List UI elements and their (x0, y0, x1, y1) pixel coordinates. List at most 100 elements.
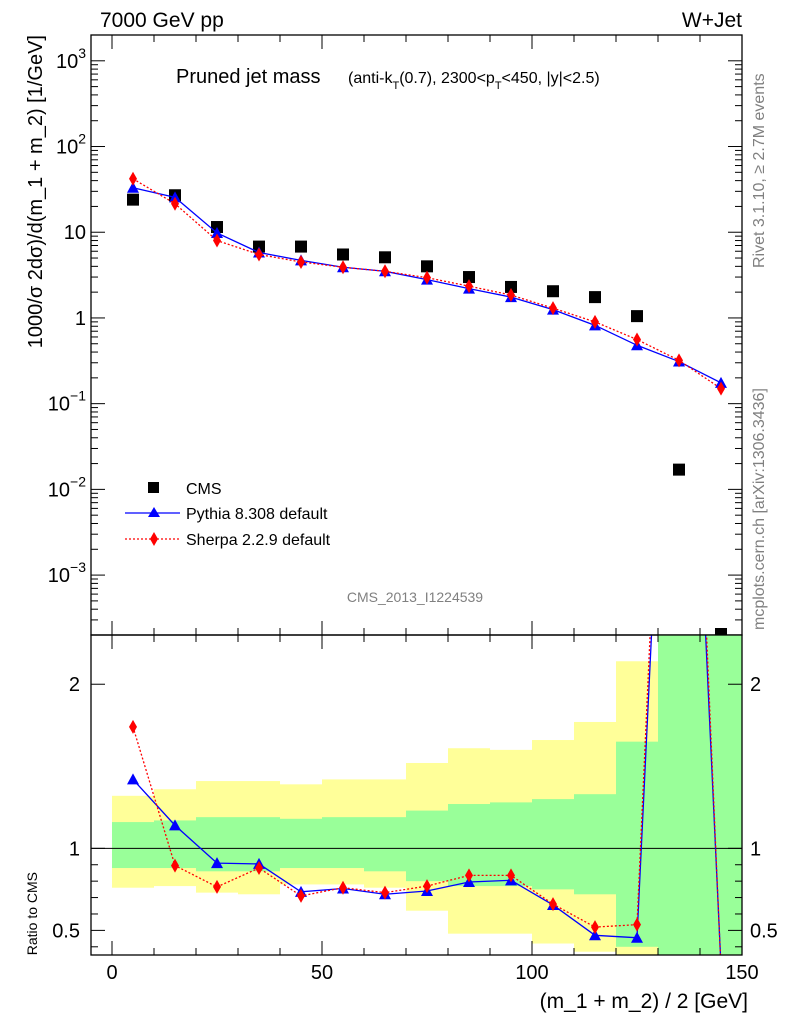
sherpa-point (297, 254, 305, 269)
main-y-tick-label: 102 (56, 131, 86, 159)
sherpa-ratio-point (465, 868, 473, 883)
sherpa-point (213, 233, 221, 248)
sherpa-point (255, 247, 263, 262)
x-tick-label: 100 (515, 962, 548, 984)
tick-exponent: 2 (78, 131, 86, 147)
ratio-band-inner (280, 818, 322, 869)
main-y-tick-label: 10−1 (48, 388, 86, 416)
ratio-y-tick-labels: 0.5 0.5 1 1 2 2 (52, 674, 778, 942)
ratio-band-inner (616, 741, 658, 947)
cuts-part2: (0.7), 2300<p (399, 70, 495, 87)
energy-label: 7000 GeV pp (100, 9, 224, 32)
ratio-y-tick-label-left: 1 (69, 838, 80, 860)
pythia-ratio-point (631, 931, 643, 943)
cuts-sub2: T (495, 80, 502, 92)
tick-exponent: −1 (70, 388, 86, 404)
ratio-y-tick-label-right: 0.5 (750, 920, 778, 942)
tick-base: 10 (56, 51, 78, 73)
ratio-band-inner (322, 817, 364, 869)
ratio-frame (90, 634, 743, 956)
analysis-id: CMS_2013_I1224539 (347, 589, 483, 605)
sherpa-ratio-point (507, 868, 515, 883)
cms-point (673, 463, 685, 476)
main-y-tick-label: 10−3 (48, 559, 86, 587)
sherpa-point (129, 171, 137, 186)
main-y-tick-label: 1 (75, 308, 86, 330)
main-y-tick-label: 103 (56, 45, 86, 73)
ratio-y-tick-label-right: 2 (750, 674, 761, 696)
sherpa-ratio-point (381, 885, 389, 900)
sherpa-ratio-point (423, 879, 431, 894)
ratio-y-tick-label-right: 1 (750, 838, 761, 860)
rivet-label: Rivet 3.1.10, ≥ 2.7M events (751, 73, 768, 268)
ratio-series (127, 635, 722, 955)
pythia-point (211, 226, 223, 238)
pythia-ratio-point (127, 773, 139, 785)
x-tick-label: 0 (106, 962, 117, 984)
cms-point (379, 251, 391, 264)
tick-exponent: −2 (70, 473, 86, 489)
sherpa-ratio-point (297, 888, 305, 903)
sherpa-point (381, 264, 389, 279)
sherpa-point (465, 279, 473, 294)
tick-base: 10 (48, 479, 70, 501)
legend-marker-cms (148, 482, 159, 493)
chart-title-cuts: (anti-kT(0.7), 2300<pT<450, |y|<2.5) (348, 70, 600, 92)
legend-label-pythia: Pythia 8.308 default (186, 506, 328, 523)
sherpa-ratio-point (339, 880, 347, 895)
cms-point (337, 248, 349, 261)
sherpa-point (717, 381, 725, 396)
pythia-line (132, 187, 722, 384)
main-y-axis-label: 1000/σ 2dσ)/d(m_1 + m_2) [1/GeV] (25, 35, 47, 348)
cms-point (295, 240, 307, 253)
sherpa-ratio-point (633, 917, 641, 932)
cms-point (505, 280, 517, 293)
cms-point (589, 291, 601, 304)
cms-point (421, 260, 433, 273)
ratio-y-axis-label: Ratio to CMS (24, 872, 40, 955)
sherpa-point (423, 270, 431, 285)
ratio-band-inner (364, 817, 406, 872)
x-tick-label: 50 (311, 962, 333, 984)
pythia-point (127, 181, 139, 193)
sherpa-point (549, 301, 557, 316)
tick-exponent: −3 (70, 559, 86, 575)
tick-base: 10 (48, 565, 70, 587)
x-tick-label: 150 (725, 962, 758, 984)
cms-point (631, 310, 643, 323)
tick-base: 10 (48, 394, 70, 416)
tick-exponent: 3 (78, 45, 86, 61)
x-axis-label: (m_1 + m_2) / 2 [GeV] (540, 990, 748, 1013)
legend-label-sherpa: Sherpa 2.2.9 default (186, 532, 331, 549)
main-y-tick-label: 10−2 (48, 473, 86, 501)
pythia-ratio-point (211, 857, 223, 869)
ratio-band-inner (406, 810, 448, 882)
sherpa-ratio-point (549, 897, 557, 912)
ratio-y-tick-label-left: 0.5 (52, 920, 80, 942)
pythia-ratio-point (589, 929, 601, 941)
pythia-ratio-point (169, 819, 181, 831)
cuts-part3: <450, |y|<2.5) (502, 70, 600, 87)
cuts-sub1: T (392, 80, 399, 92)
mcplots-label: mcplots.cern.ch [arXiv:1306.3436] (751, 388, 768, 630)
cms-point (127, 193, 139, 206)
main-series (127, 171, 727, 640)
sherpa-ratio-point (129, 719, 137, 734)
legend: CMS Pythia 8.308 default Sherpa 2.2.9 de… (125, 481, 331, 549)
sherpa-point (591, 314, 599, 329)
sherpa-point (339, 260, 347, 275)
tick-base: 10 (56, 137, 78, 159)
process-label: W+Jet (682, 9, 742, 32)
legend-label-cms: CMS (186, 481, 222, 498)
sherpa-ratio-point (591, 920, 599, 935)
cms-point (463, 271, 475, 284)
ratio-panel: 0.5 0.5 1 1 2 2 0 50 100 150 Ratio to CMS (m_1 +… (24, 634, 778, 1013)
ratio-band-inner (574, 794, 616, 895)
sherpa-point (633, 332, 641, 347)
ratio-band-inner (658, 635, 742, 955)
legend-marker-sherpa (150, 532, 158, 546)
sherpa-point (675, 353, 683, 368)
main-axis-ticks (91, 34, 743, 636)
sherpa-ratio-point (255, 861, 263, 876)
